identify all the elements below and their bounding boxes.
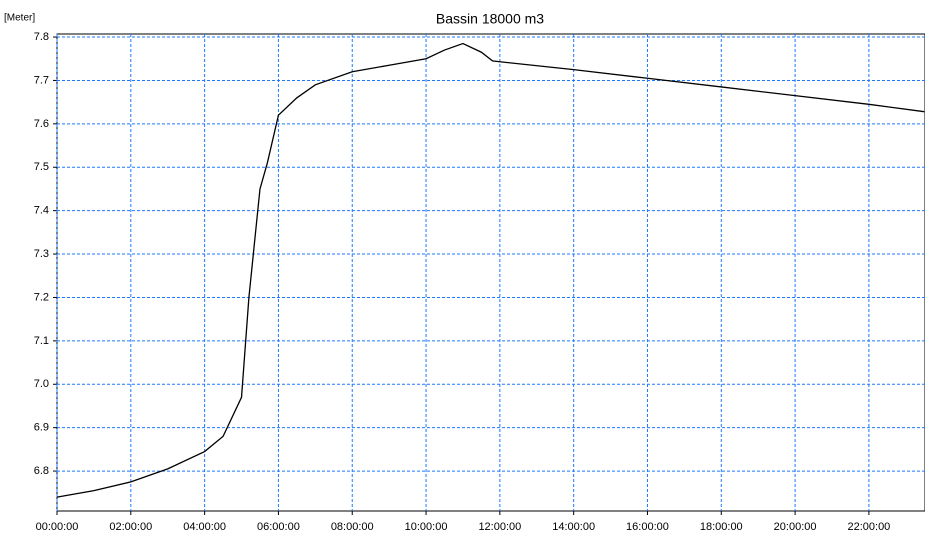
y-tick-label: 7.2 <box>34 291 49 303</box>
y-axis-label: [Meter] <box>4 13 35 24</box>
x-tick-label: 14:00:00 <box>552 521 595 533</box>
y-tick-label: 7.5 <box>34 161 49 173</box>
x-tick-label: 00:00:00 <box>36 521 79 533</box>
y-tick-label: 7.1 <box>34 335 49 347</box>
x-tick-label: 22:00:00 <box>847 521 890 533</box>
y-tick-label: 7.4 <box>34 205 49 217</box>
x-tick-label: 02:00:00 <box>109 521 152 533</box>
y-tick-label: 7.3 <box>34 248 49 260</box>
y-tick-label: 7.7 <box>34 74 49 86</box>
y-tick-label: 7.8 <box>34 31 49 43</box>
x-tick-label: 04:00:00 <box>183 521 226 533</box>
y-tick-label: 6.8 <box>34 465 49 477</box>
x-tick-label: 18:00:00 <box>700 521 743 533</box>
plot-area <box>56 33 925 512</box>
x-tick-label: 08:00:00 <box>331 521 374 533</box>
y-tick-label: 7.0 <box>34 378 49 390</box>
x-tick-label: 06:00:00 <box>257 521 300 533</box>
y-tick-label: 7.6 <box>34 118 49 130</box>
x-tick-label: 16:00:00 <box>626 521 669 533</box>
x-tick-label: 10:00:00 <box>405 521 448 533</box>
x-tick-label: 12:00:00 <box>478 521 521 533</box>
y-tick-label: 6.9 <box>34 422 49 434</box>
line-series <box>56 42 925 498</box>
x-tick-label: 20:00:00 <box>774 521 817 533</box>
chart-title: Bassin 18000 m3 <box>436 11 544 27</box>
